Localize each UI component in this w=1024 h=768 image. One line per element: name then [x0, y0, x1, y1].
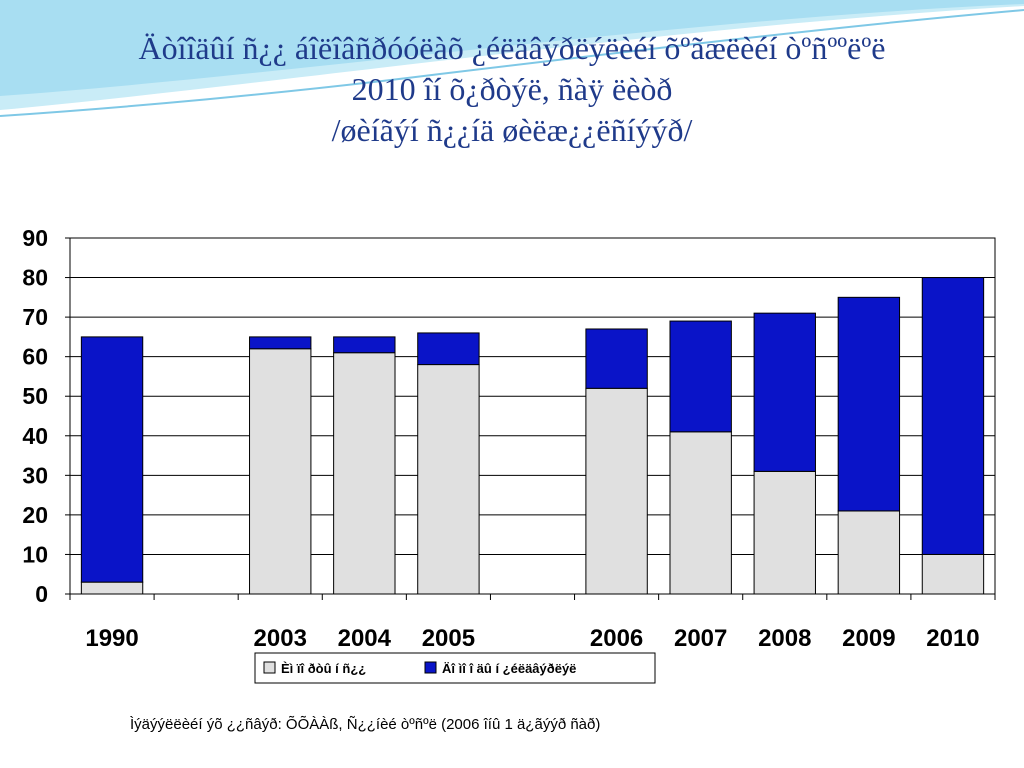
y-tick-label: 60: [22, 344, 48, 370]
header-wave-decoration: [0, 0, 1024, 117]
bar-segment: [80, 581, 144, 595]
x-tick-label: 1990: [85, 625, 138, 652]
x-tick-label: 2005: [422, 625, 475, 652]
x-tick-label: 2008: [758, 625, 811, 652]
bar-segment: [249, 348, 312, 595]
bar-segment: [753, 312, 816, 472]
bar-segment: [837, 296, 901, 512]
y-tick-label: 70: [22, 304, 48, 330]
bar-segment: [417, 332, 480, 366]
title-line-2: 2010 îí õ¿ðòýë, ñàÿ ëèòð: [351, 71, 673, 107]
y-tick-label: 90: [22, 225, 48, 251]
title-line-1: Äòîîäûí ñ¿¿ áîëîâñðóóëàõ ¿éëäâýðëýëèéí õ…: [138, 30, 886, 66]
bar-segment: [837, 510, 901, 595]
plot-border: [69, 237, 996, 595]
legend-box: [254, 652, 656, 684]
source-note: Ìýäýýëëèéí ýõ ¿¿ñâýð: ÕÕÀÀß, Ñ¿¿íèé òºñº…: [130, 716, 601, 733]
x-tick-label: 2004: [338, 625, 392, 652]
y-tick-label: 10: [22, 541, 48, 567]
y-tick-label: 80: [22, 265, 48, 291]
y-tick-label: 40: [22, 423, 48, 449]
x-tick-label: 2009: [842, 625, 895, 652]
bar-segment: [669, 431, 732, 595]
x-tick-label: 2003: [254, 625, 307, 652]
legend-label: Èì ïî ðòû í ñ¿¿: [281, 661, 366, 676]
axes: 0 10 20 30 40 50 60 70 80 90 1990 2003 2004 2005 2006 2…: [22, 225, 996, 652]
legend: Èì ïî ðòû í ñ¿¿ Äî ìî î äû í ¿éëäâýðëýë: [254, 652, 656, 684]
bar-segment: [921, 553, 985, 595]
y-tick-label: 30: [22, 462, 48, 488]
bars: [80, 277, 985, 595]
x-tick-label: 2006: [590, 625, 643, 652]
legend-label: Äî ìî î äû í ¿éëäâýðëýë: [442, 661, 576, 676]
bar-segment: [249, 336, 312, 350]
bar-segment: [585, 387, 648, 595]
x-tick-label: 2010: [926, 625, 979, 652]
y-tick-label: 0: [35, 581, 48, 607]
bar-segment: [921, 277, 985, 555]
bar-segment: [753, 470, 816, 595]
slide-title: Äòîîäûí ñ¿¿ áîëîâñðóóëàõ ¿éëäâýðëýëèéí õ…: [0, 28, 1024, 151]
bar-segment: [333, 352, 396, 595]
x-tick-label: 2007: [674, 625, 727, 652]
title-line-3: /øèíãýí ñ¿¿íä øèëæ¿¿ëñíýýð/: [331, 112, 693, 148]
legend-swatch: [424, 661, 437, 674]
bar-segment: [80, 336, 144, 583]
y-tick-label: 20: [22, 502, 48, 528]
stacked-bar-chart: 0 10 20 30 40 50 60 70 80 90 1990 2003 2004 2005 2006 2…: [22, 225, 996, 684]
legend-swatch: [263, 661, 276, 674]
bar-segment: [669, 320, 732, 433]
bar-segment: [417, 364, 480, 595]
y-tick-label: 50: [22, 383, 48, 409]
bar-segment: [333, 336, 396, 354]
bar-segment: [585, 328, 648, 389]
